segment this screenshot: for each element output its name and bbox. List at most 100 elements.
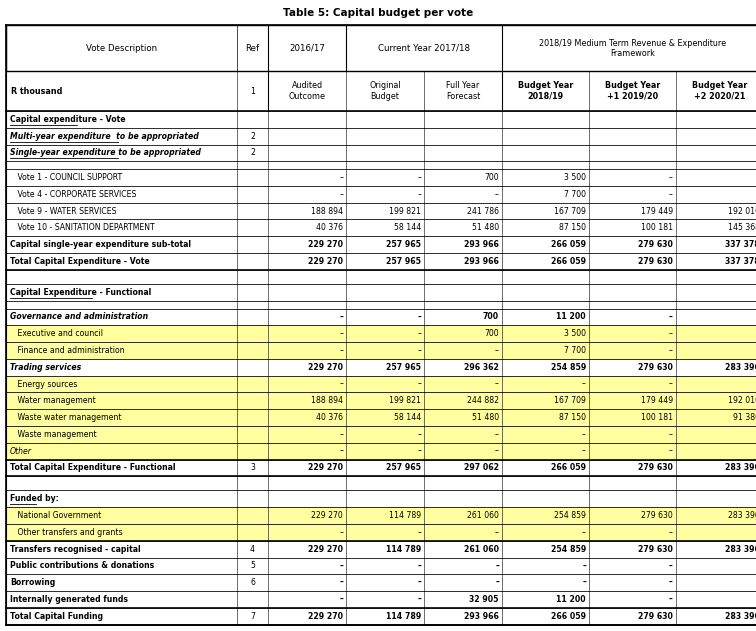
Text: 5: 5	[250, 562, 255, 570]
Text: 2018/19 Medium Term Revenue & Expenditure
Framework: 2018/19 Medium Term Revenue & Expenditur…	[539, 38, 726, 58]
Text: 254 859: 254 859	[550, 363, 586, 372]
Text: 11 200: 11 200	[556, 595, 586, 604]
Text: –: –	[339, 595, 343, 604]
Text: –: –	[417, 595, 421, 604]
Bar	[6, 236, 756, 253]
Text: Transfers recognised - capital: Transfers recognised - capital	[10, 545, 141, 553]
Bar	[6, 203, 756, 220]
Text: 40 376: 40 376	[316, 413, 343, 422]
Bar	[6, 253, 756, 270]
Text: Finance and administration: Finance and administration	[10, 346, 125, 355]
Text: Vote 10 - SANITATION DEPARTMENT: Vote 10 - SANITATION DEPARTMENT	[10, 223, 154, 232]
Bar	[6, 111, 756, 128]
Bar	[6, 524, 756, 541]
Text: 179 449: 179 449	[641, 206, 673, 216]
Text: 257 965: 257 965	[386, 463, 421, 473]
Text: 58 144: 58 144	[394, 223, 421, 232]
Bar	[6, 443, 756, 459]
Text: –: –	[669, 578, 673, 587]
Text: Other: Other	[10, 447, 32, 456]
Text: 188 894: 188 894	[311, 396, 343, 405]
Text: 100 181: 100 181	[641, 223, 673, 232]
Bar	[6, 326, 756, 342]
Bar	[6, 128, 756, 144]
Text: Budget Year
2018/19: Budget Year 2018/19	[518, 81, 573, 101]
Text: Funded by:: Funded by:	[10, 494, 58, 504]
Text: Original
Budget: Original Budget	[370, 81, 401, 101]
Text: –: –	[669, 312, 673, 321]
Text: 3 500: 3 500	[564, 329, 586, 338]
Text: 91 386: 91 386	[733, 413, 756, 422]
Text: 7 700: 7 700	[564, 190, 586, 199]
Text: –: –	[339, 190, 343, 199]
Text: 229 270: 229 270	[308, 363, 343, 372]
Text: 700: 700	[485, 173, 499, 182]
Text: 293 966: 293 966	[464, 257, 499, 266]
Text: 254 859: 254 859	[550, 545, 586, 553]
Text: –: –	[582, 379, 586, 389]
Text: Governance and administration: Governance and administration	[10, 312, 148, 321]
Text: –: –	[495, 190, 499, 199]
Text: 145 368: 145 368	[728, 223, 756, 232]
Text: –: –	[339, 329, 343, 338]
Bar	[6, 409, 756, 426]
Text: Public contributions & donations: Public contributions & donations	[10, 562, 154, 570]
Text: 266 059: 266 059	[551, 612, 586, 621]
Text: –: –	[417, 346, 421, 355]
Text: 283 396: 283 396	[725, 363, 756, 372]
Text: 1: 1	[250, 86, 255, 96]
Text: –: –	[669, 379, 673, 389]
Text: Single-year expenditure to be appropriated: Single-year expenditure to be appropriat…	[10, 148, 200, 158]
Text: Table 5: Capital budget per vote: Table 5: Capital budget per vote	[283, 8, 473, 18]
Text: 7 700: 7 700	[564, 346, 586, 355]
Text: Vote 9 - WATER SERVICES: Vote 9 - WATER SERVICES	[10, 206, 116, 216]
Text: –: –	[495, 528, 499, 537]
Text: Budget Year
+2 2020/21: Budget Year +2 2020/21	[692, 81, 747, 101]
Bar	[6, 25, 756, 71]
Text: 2016/17: 2016/17	[290, 44, 325, 53]
Text: 32 905: 32 905	[469, 595, 499, 604]
Text: 3 500: 3 500	[564, 173, 586, 182]
Text: 700: 700	[485, 329, 499, 338]
Text: 58 144: 58 144	[394, 413, 421, 422]
Text: Ref: Ref	[246, 44, 259, 53]
Text: –: –	[339, 447, 343, 456]
Text: –: –	[495, 430, 499, 439]
Text: –: –	[669, 346, 673, 355]
Text: 700: 700	[483, 312, 499, 321]
Text: National Government: National Government	[10, 511, 101, 520]
Text: 283 396: 283 396	[725, 463, 756, 473]
Text: 179 449: 179 449	[641, 396, 673, 405]
Text: 279 630: 279 630	[641, 511, 673, 520]
Text: 337 378: 337 378	[725, 240, 756, 249]
Text: 114 789: 114 789	[386, 612, 421, 621]
Text: Vote Description: Vote Description	[85, 44, 157, 53]
Text: 87 150: 87 150	[559, 413, 586, 422]
Text: –: –	[669, 528, 673, 537]
Text: –: –	[495, 562, 499, 570]
Text: Audited
Outcome: Audited Outcome	[289, 81, 326, 101]
Text: 266 059: 266 059	[551, 463, 586, 473]
Bar	[6, 169, 756, 186]
Text: Waste water management: Waste water management	[10, 413, 121, 422]
Text: Current Year 2017/18: Current Year 2017/18	[378, 44, 470, 53]
Bar	[6, 284, 756, 301]
Text: Other transfers and grants: Other transfers and grants	[10, 528, 122, 537]
Bar	[6, 459, 756, 476]
Text: Capital expenditure - Vote: Capital expenditure - Vote	[10, 115, 125, 124]
Bar	[6, 342, 756, 359]
Text: Capital single-year expenditure sub-total: Capital single-year expenditure sub-tota…	[10, 240, 191, 249]
Text: 87 150: 87 150	[559, 223, 586, 232]
Text: –: –	[669, 329, 673, 338]
Text: Waste management: Waste management	[10, 430, 97, 439]
Text: –: –	[582, 578, 586, 587]
Text: 257 965: 257 965	[386, 240, 421, 249]
Bar	[6, 270, 756, 284]
Text: –: –	[339, 312, 343, 321]
Text: –: –	[417, 329, 421, 338]
Bar	[6, 309, 756, 326]
Text: –: –	[417, 578, 421, 587]
Text: R thousand: R thousand	[11, 86, 62, 96]
Text: 6: 6	[250, 578, 255, 587]
Text: –: –	[669, 430, 673, 439]
